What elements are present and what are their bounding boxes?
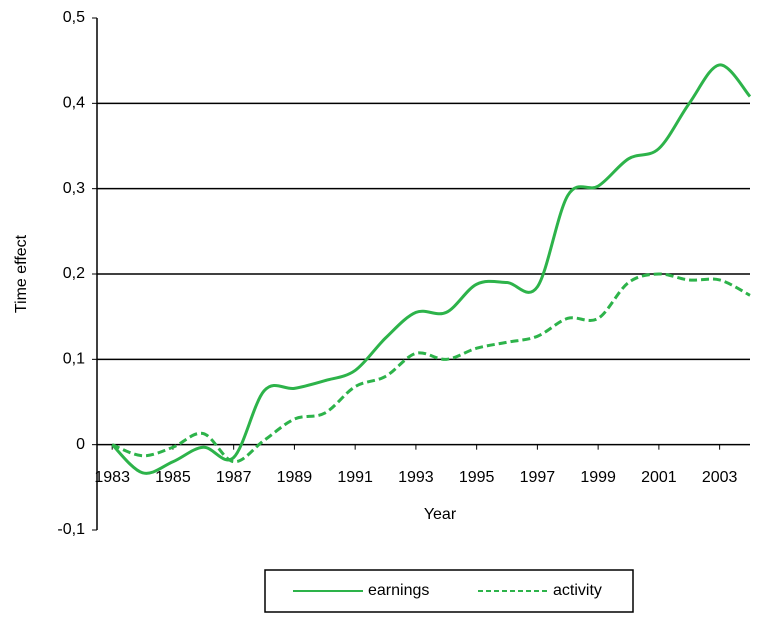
x-tick-label: 2001 bbox=[641, 469, 677, 486]
y-axis-label: Time effect bbox=[13, 234, 30, 313]
x-tick-label: 1993 bbox=[398, 469, 434, 486]
x-tick-label: 1989 bbox=[277, 469, 313, 486]
x-tick-label: 1987 bbox=[216, 469, 252, 486]
x-tick-label: 1997 bbox=[520, 469, 556, 486]
line-series bbox=[111, 63, 752, 475]
x-tick-label: 2003 bbox=[702, 469, 738, 486]
x-tick-label: 1991 bbox=[337, 469, 373, 486]
y-tick-label: 0,2 bbox=[63, 265, 85, 282]
y-tick-label: 0,1 bbox=[63, 351, 85, 368]
y-tick-label: 0,3 bbox=[63, 180, 85, 197]
x-tick-label: 1983 bbox=[94, 469, 130, 486]
y-tick-label: 0,4 bbox=[63, 95, 85, 112]
x-tick-label: 1999 bbox=[580, 469, 616, 486]
y-tick-label: 0 bbox=[76, 436, 85, 453]
x-tick-label: 1995 bbox=[459, 469, 495, 486]
legend-label: earnings bbox=[368, 582, 429, 599]
line-series bbox=[111, 272, 751, 464]
x-tick-label: 1985 bbox=[155, 469, 191, 486]
y-tick-label: 0,5 bbox=[63, 9, 85, 26]
legend-label: activity bbox=[553, 582, 602, 599]
y-tick-label: -0,1 bbox=[57, 521, 85, 538]
x-axis-label: Year bbox=[424, 506, 457, 523]
